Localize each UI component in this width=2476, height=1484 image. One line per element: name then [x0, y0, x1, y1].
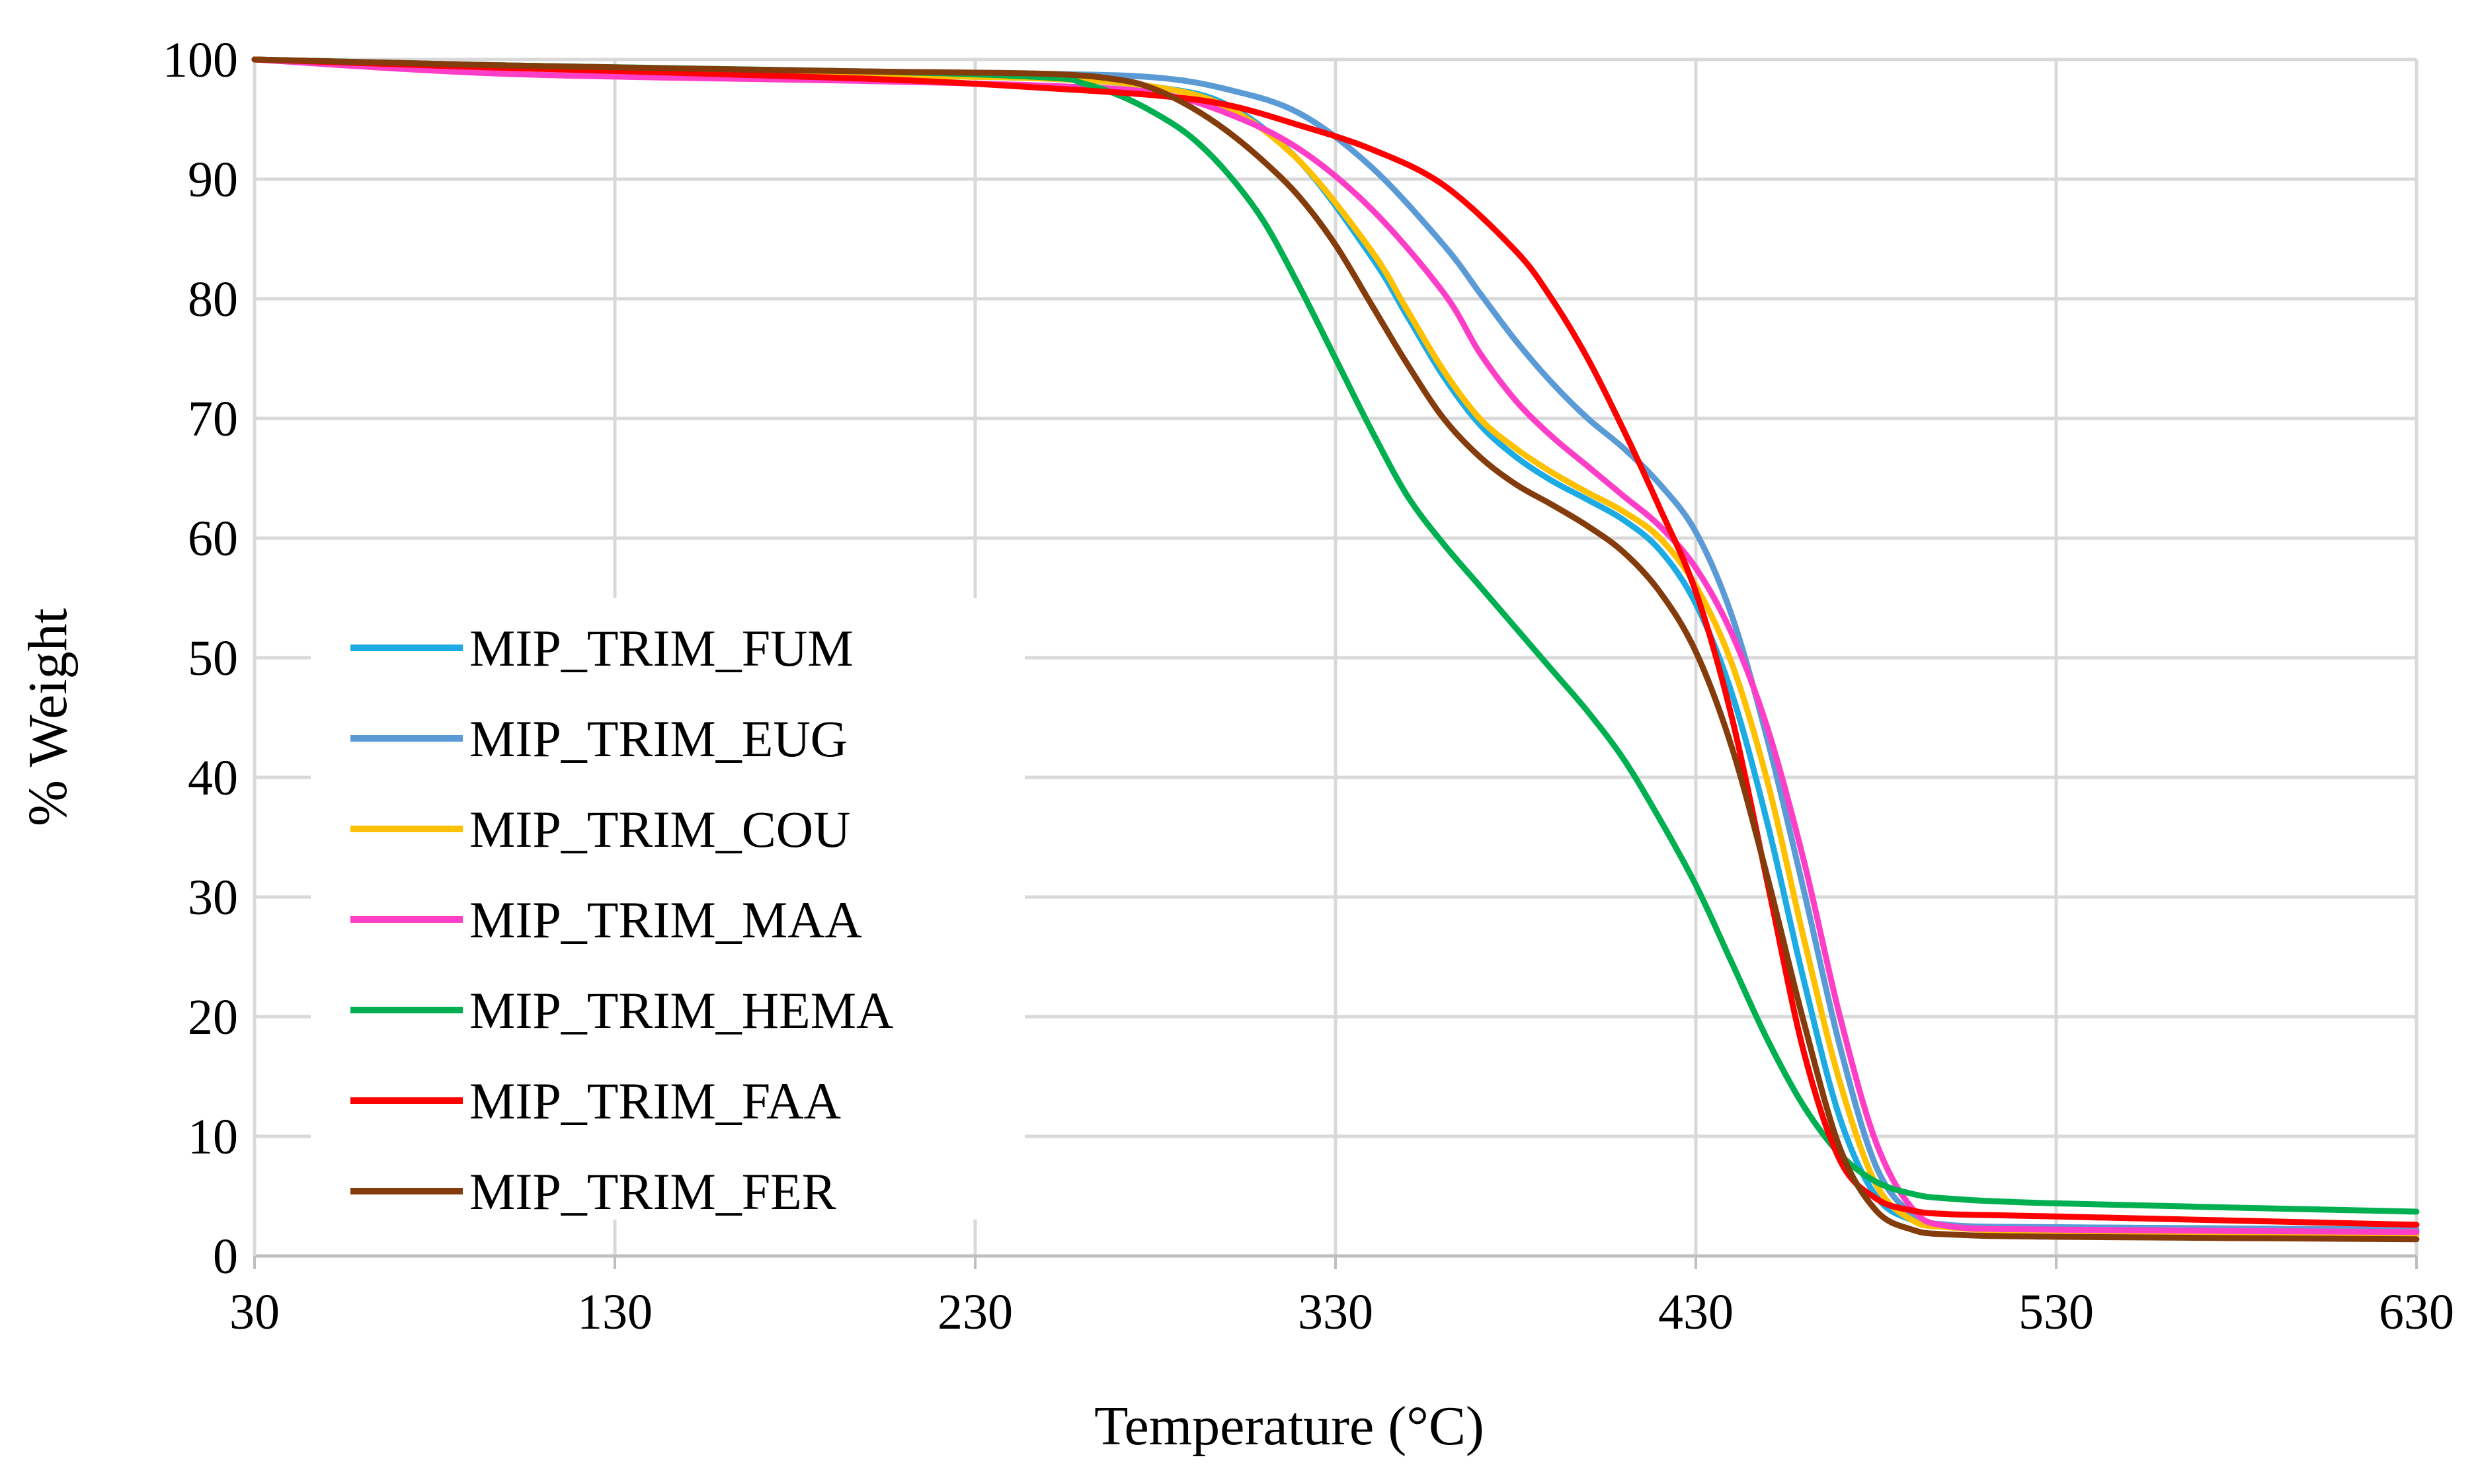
legend-label: MIP_TRIM_EUG	[469, 710, 848, 767]
axes: 0 10 20 30 40 50 60 70 80 90 100 30 130 230 330 430 530 6…	[163, 32, 2454, 1340]
y-tick-label: 70	[188, 391, 238, 447]
series-line-mip-trim-fer	[251, 56, 2420, 1243]
y-tick-label: 60	[188, 511, 238, 566]
series-line-mip-trim-hema	[251, 56, 2420, 1215]
x-tick-label: 130	[577, 1284, 653, 1340]
y-tick-label: 90	[188, 152, 238, 208]
y-tick-label: 50	[188, 631, 238, 686]
y-tick-label: 20	[188, 990, 238, 1045]
legend-box	[311, 598, 1025, 1220]
series-line-mip-trim-faa	[251, 56, 2420, 1228]
x-tick-label: 330	[1298, 1284, 1373, 1340]
y-tick-label: 80	[188, 272, 238, 327]
legend-label: MIP_TRIM_COU	[469, 801, 850, 858]
x-tick-label: 430	[1658, 1284, 1734, 1340]
y-tick-label: 30	[188, 870, 238, 925]
x-tick-label: 230	[938, 1284, 1013, 1340]
y-tick-label: 10	[188, 1109, 238, 1165]
axis-titles: Temperature (°C) % Weight	[17, 608, 1484, 1457]
x-tick-label: 30	[229, 1284, 280, 1340]
y-tick-label: 100	[163, 32, 238, 88]
x-tick-label: 630	[2379, 1284, 2454, 1340]
x-tick-label: 530	[2018, 1284, 2094, 1340]
x-axis-title: Temperature (°C)	[1094, 1395, 1484, 1457]
legend-label: MIP_TRIM_MAA	[469, 891, 862, 949]
legend-label: MIP_TRIM_FER	[469, 1163, 836, 1220]
y-tick-label: 40	[188, 750, 238, 806]
y-tick-label: 0	[213, 1229, 238, 1284]
legend: MIP_TRIM_FUM MIP_TRIM_EUG MIP_TRIM_COU MIP_…	[311, 598, 1025, 1220]
y-axis-title: % Weight	[17, 608, 79, 826]
legend-label: MIP_TRIM_FAA	[469, 1072, 841, 1130]
legend-label: MIP_TRIM_HEMA	[469, 982, 893, 1039]
legend-label: MIP_TRIM_FUM	[469, 619, 854, 677]
data-series	[251, 56, 2420, 1243]
